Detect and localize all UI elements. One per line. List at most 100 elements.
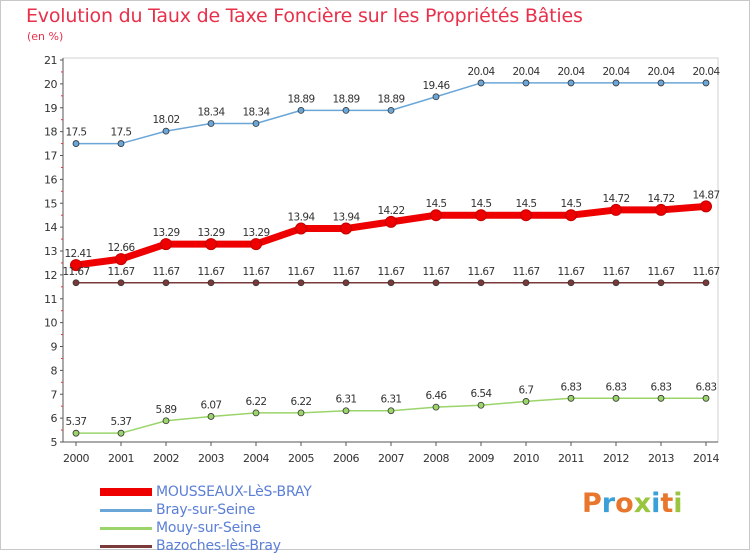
data-label: 11.67: [107, 266, 134, 278]
data-point: [565, 209, 577, 222]
data-point: [342, 279, 350, 287]
data-label: 14.72: [602, 193, 629, 205]
legend-label: Bazoches-lès-Bray: [156, 538, 281, 554]
x-tick-label: 2005: [288, 452, 314, 465]
x-tick-label: 2010: [513, 452, 539, 465]
data-point: [250, 238, 262, 251]
data-label: 18.34: [197, 107, 225, 119]
y-tick-label: 8: [51, 364, 58, 377]
x-tick-label: 2003: [198, 452, 224, 465]
data-label: 6.7: [519, 384, 534, 396]
x-tick-label: 2012: [603, 452, 629, 465]
data-point: [72, 140, 80, 147]
data-point: [162, 127, 170, 135]
legend-label: Mouy-sur-Seine: [156, 520, 261, 536]
data-point: [612, 79, 620, 87]
data-point: [567, 279, 575, 287]
data-point: [387, 106, 395, 114]
data-label: 6.31: [336, 394, 357, 406]
data-label: 13.94: [287, 212, 315, 224]
legend-swatch-bazoches: [100, 545, 152, 548]
data-label: 18.89: [287, 93, 314, 105]
logo-letter: r: [601, 488, 616, 519]
data-label: 5.89: [156, 404, 177, 416]
data-point: [297, 409, 305, 417]
data-point: [207, 279, 215, 287]
data-label: 14.72: [647, 193, 674, 205]
data-label: 14.5: [561, 198, 582, 210]
data-label: 6.54: [471, 388, 493, 400]
data-point: [702, 79, 710, 87]
data-label: 11.67: [602, 266, 629, 278]
data-point: [160, 238, 172, 251]
data-point: [387, 279, 395, 287]
logo-letter: P: [582, 488, 602, 519]
data-point: [207, 120, 215, 127]
data-point: [70, 259, 82, 272]
y-tick-label: 11: [44, 293, 57, 306]
data-point: [610, 203, 622, 216]
data-point: [430, 209, 442, 222]
x-tick-label: 2006: [333, 452, 359, 465]
data-label: 6.83: [561, 381, 582, 393]
data-label: 11.67: [332, 266, 359, 278]
y-tick-label: 7: [51, 388, 58, 401]
x-tick-label: 2004: [243, 452, 269, 465]
data-label: 11.67: [152, 266, 179, 278]
logo-letter: o: [615, 488, 634, 519]
y-tick-label: 13: [44, 245, 57, 258]
data-label: 20.04: [467, 66, 495, 78]
data-label: 6.07: [201, 399, 222, 411]
logo-letter: i: [673, 488, 683, 519]
data-point: [252, 279, 260, 287]
x-tick-label: 2014: [693, 452, 719, 465]
x-tick-label: 2008: [423, 452, 449, 465]
data-label: 20.04: [692, 66, 720, 78]
data-point: [72, 279, 80, 287]
x-tick-label: 2011: [558, 452, 584, 465]
data-point: [162, 279, 170, 287]
data-label: 12.66: [107, 242, 135, 254]
data-label: 6.83: [606, 381, 627, 393]
data-point: [612, 279, 620, 287]
y-tick-label: 16: [44, 173, 57, 186]
data-point: [567, 394, 575, 402]
proxiti-logo: Proxiti: [582, 488, 683, 519]
data-label: 5.37: [111, 416, 132, 428]
legend-swatch-mouy: [100, 527, 152, 530]
data-label: 11.67: [692, 266, 719, 278]
data-label: 14.5: [471, 198, 492, 210]
data-label: 11.67: [512, 266, 539, 278]
data-point: [522, 398, 530, 405]
data-point: [387, 407, 395, 415]
data-label: 13.94: [332, 212, 360, 224]
legend-swatch-mousseaux: [100, 488, 152, 496]
data-point: [297, 279, 305, 287]
data-point: [567, 79, 575, 87]
data-label: 11.67: [377, 266, 404, 278]
y-tick-label: 20: [44, 78, 57, 91]
data-point: [295, 222, 307, 235]
logo-letter: t: [660, 488, 674, 519]
data-label: 11.67: [467, 266, 494, 278]
data-point: [700, 200, 712, 213]
data-point: [657, 394, 665, 402]
data-label: 20.04: [557, 66, 585, 78]
x-tick-label: 2013: [648, 452, 674, 465]
data-point: [252, 120, 260, 127]
data-label: 13.29: [242, 227, 269, 239]
y-tick-label: 19: [44, 102, 57, 115]
data-point: [342, 106, 350, 114]
data-label: 14.22: [377, 205, 404, 217]
data-label: 6.83: [696, 381, 717, 393]
y-tick-label: 18: [44, 126, 57, 139]
y-tick-label: 5: [51, 436, 58, 449]
data-label: 11.67: [557, 266, 584, 278]
data-point: [252, 409, 260, 417]
data-label: 18.89: [377, 93, 404, 105]
data-point: [432, 93, 440, 101]
data-label: 14.87: [692, 189, 719, 201]
data-point: [702, 279, 710, 287]
